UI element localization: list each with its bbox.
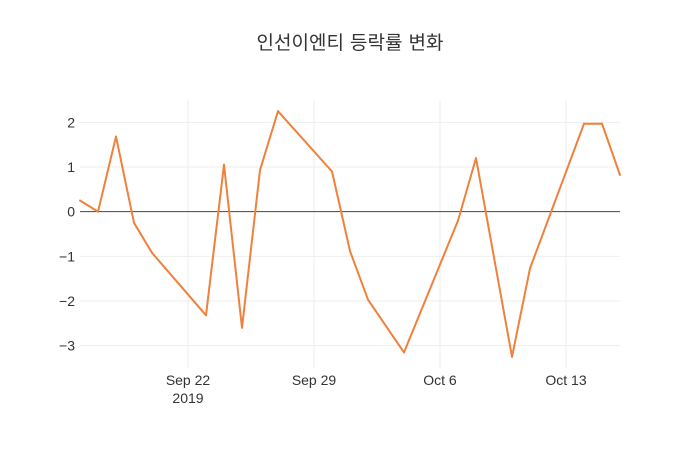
series-line [79,110,621,358]
data-point [277,110,279,113]
data-point [259,169,261,172]
data-point [511,355,513,358]
y-tick-label: 1 [67,159,75,175]
data-point [583,122,585,125]
data-point [601,122,603,125]
data-point [529,267,531,270]
data-point [97,210,99,213]
data-point [223,163,225,166]
y-axis-ticks: 2 1 0 −1 −2 −3 [59,114,75,353]
data-point [205,314,207,317]
data-point [403,351,405,354]
data-point [79,199,81,202]
grid [80,100,620,368]
series-layer [79,110,621,358]
x-axis-ticks: Sep 22 2019 Sep 29 Oct 6 Oct 13 [166,372,587,406]
x-tick-year-label: 2019 [172,390,203,406]
y-tick-label: −3 [59,338,75,354]
x-tick-label: Oct 13 [545,372,586,388]
data-point [475,157,477,160]
data-point [115,135,117,138]
x-tick-label: Oct 6 [423,372,457,388]
data-point [349,249,351,252]
x-tick-label: Sep 22 [166,372,211,388]
data-point [367,298,369,301]
data-point [241,326,243,329]
data-point [331,170,333,173]
y-tick-label: −2 [59,293,75,309]
data-point [133,221,135,224]
chart-title: 인선이엔티 등락률 변화 [257,32,444,54]
data-point [457,219,459,222]
data-point [151,251,153,254]
x-tick-label: Sep 29 [292,372,337,388]
data-point [619,174,621,177]
y-tick-label: −1 [59,248,75,264]
y-tick-label: 2 [67,114,75,130]
y-tick-label: 0 [67,204,75,220]
